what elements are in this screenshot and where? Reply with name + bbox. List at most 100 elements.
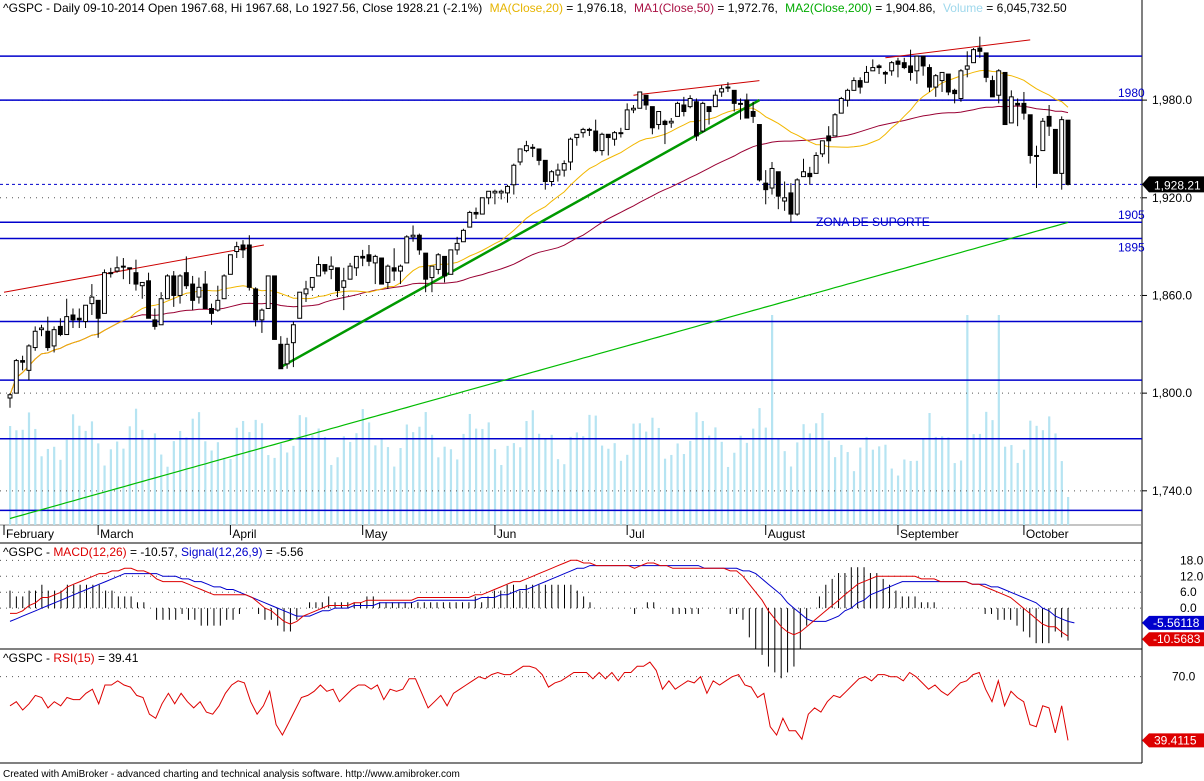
candle-up	[102, 272, 107, 314]
candle-down	[278, 343, 284, 370]
volume-bar	[1004, 446, 1007, 525]
candle-up	[914, 55, 920, 72]
candle-up	[958, 70, 964, 99]
candle-up	[139, 281, 145, 287]
candle-down	[391, 267, 397, 272]
price-header-prefix: ^GSPC - Daily 09-10-2014 Open 1967.68, H…	[3, 1, 482, 15]
candle-down	[1021, 102, 1027, 114]
price-axis: 1,980.0 1,920.0 1,860.0 1,800.0 1,740.0 1,928…	[1142, 93, 1204, 498]
month-label: October	[1026, 527, 1069, 541]
candle-down	[1002, 71, 1008, 126]
candle-up	[328, 265, 334, 270]
volume-bar	[563, 464, 566, 525]
candle-up	[353, 255, 359, 269]
volume-bar	[966, 315, 969, 525]
volume-bar	[53, 446, 56, 525]
volume-bar	[588, 414, 591, 525]
volume-bar	[802, 424, 805, 525]
candle-up	[127, 267, 133, 270]
volume-bar	[430, 434, 434, 525]
candle-up	[845, 89, 851, 101]
volume-bar	[330, 464, 333, 525]
candle-up	[410, 234, 416, 238]
candle-down	[76, 317, 82, 321]
volume-bar	[619, 460, 623, 525]
ma20-value: = 1,976.18,	[563, 1, 627, 15]
candle-up	[517, 148, 523, 163]
candle-up	[89, 296, 95, 305]
volume-bar	[229, 459, 232, 525]
volume-bar	[569, 436, 572, 525]
volume-bar	[796, 442, 799, 525]
candle-down	[756, 124, 762, 181]
volume-bar	[27, 412, 31, 525]
ma20-label: MA(Close,20)	[490, 1, 563, 15]
candle-up	[51, 329, 57, 347]
candle-down	[857, 80, 863, 88]
volume-bar	[808, 433, 811, 525]
volume-bar	[884, 444, 887, 525]
level-label: 1980	[1118, 86, 1145, 100]
candle-up	[870, 67, 876, 72]
volume-bar	[109, 449, 112, 525]
volume-bar	[65, 439, 68, 525]
red-trendline-left	[3, 244, 264, 293]
volume-bar	[248, 432, 251, 525]
candle-down	[360, 255, 366, 259]
candle-down	[662, 120, 668, 126]
candle-down	[442, 255, 447, 277]
moving-averages	[9, 69, 1069, 520]
candle-up	[719, 88, 725, 93]
candle-down	[183, 272, 189, 287]
volume-bar	[367, 422, 371, 525]
price-tick-label: 1,740.0	[1152, 484, 1192, 498]
candle-up	[385, 265, 391, 283]
volume-bar	[506, 445, 509, 525]
candle-down	[322, 264, 328, 272]
macd-prefix: ^GSPC -	[3, 545, 53, 559]
volume-bar	[1048, 416, 1051, 525]
volume-bar	[922, 438, 925, 525]
price-tick-label: 1,860.0	[1152, 288, 1192, 302]
candle-up	[511, 164, 517, 186]
rsi-line	[9, 661, 1069, 741]
volume-bar	[286, 452, 289, 525]
ma20-line	[9, 69, 1069, 395]
volume-bar	[71, 414, 75, 525]
volume-bar	[827, 440, 830, 525]
red-trendline-mid	[633, 80, 760, 96]
volume-bar	[544, 438, 547, 525]
red-trendline-right	[885, 39, 1031, 59]
candle-up	[486, 190, 492, 199]
candle-up	[668, 120, 674, 124]
candle-down	[788, 192, 794, 215]
month-label: Jul	[629, 527, 644, 541]
volume-bar	[852, 471, 856, 525]
candle-up	[454, 242, 460, 251]
candle-down	[901, 62, 907, 69]
volume-bar	[475, 428, 478, 525]
candle-down	[750, 111, 756, 117]
candle-up	[259, 309, 265, 321]
volume-bar	[512, 443, 516, 525]
volume-bar	[21, 429, 24, 525]
volume-bar	[40, 456, 43, 525]
candle-up	[738, 102, 743, 105]
candle-up	[568, 138, 573, 163]
candle-up	[1034, 154, 1039, 157]
volume-bar	[210, 450, 213, 525]
candle-up	[574, 133, 580, 139]
volume-bar	[15, 430, 18, 525]
volume-bar	[821, 413, 824, 525]
candle-up	[347, 265, 353, 280]
candle-down	[423, 252, 429, 280]
candle-up	[687, 97, 693, 108]
candle-up	[631, 107, 636, 111]
candle-down	[775, 171, 781, 197]
candle-up	[32, 330, 38, 349]
volume-bar	[153, 433, 157, 525]
volume-bar	[204, 441, 207, 525]
month-axis: February March April May Jun Jul August Septemb…	[3, 525, 1069, 541]
volume-bar	[714, 427, 717, 525]
volume-bar	[575, 432, 578, 525]
